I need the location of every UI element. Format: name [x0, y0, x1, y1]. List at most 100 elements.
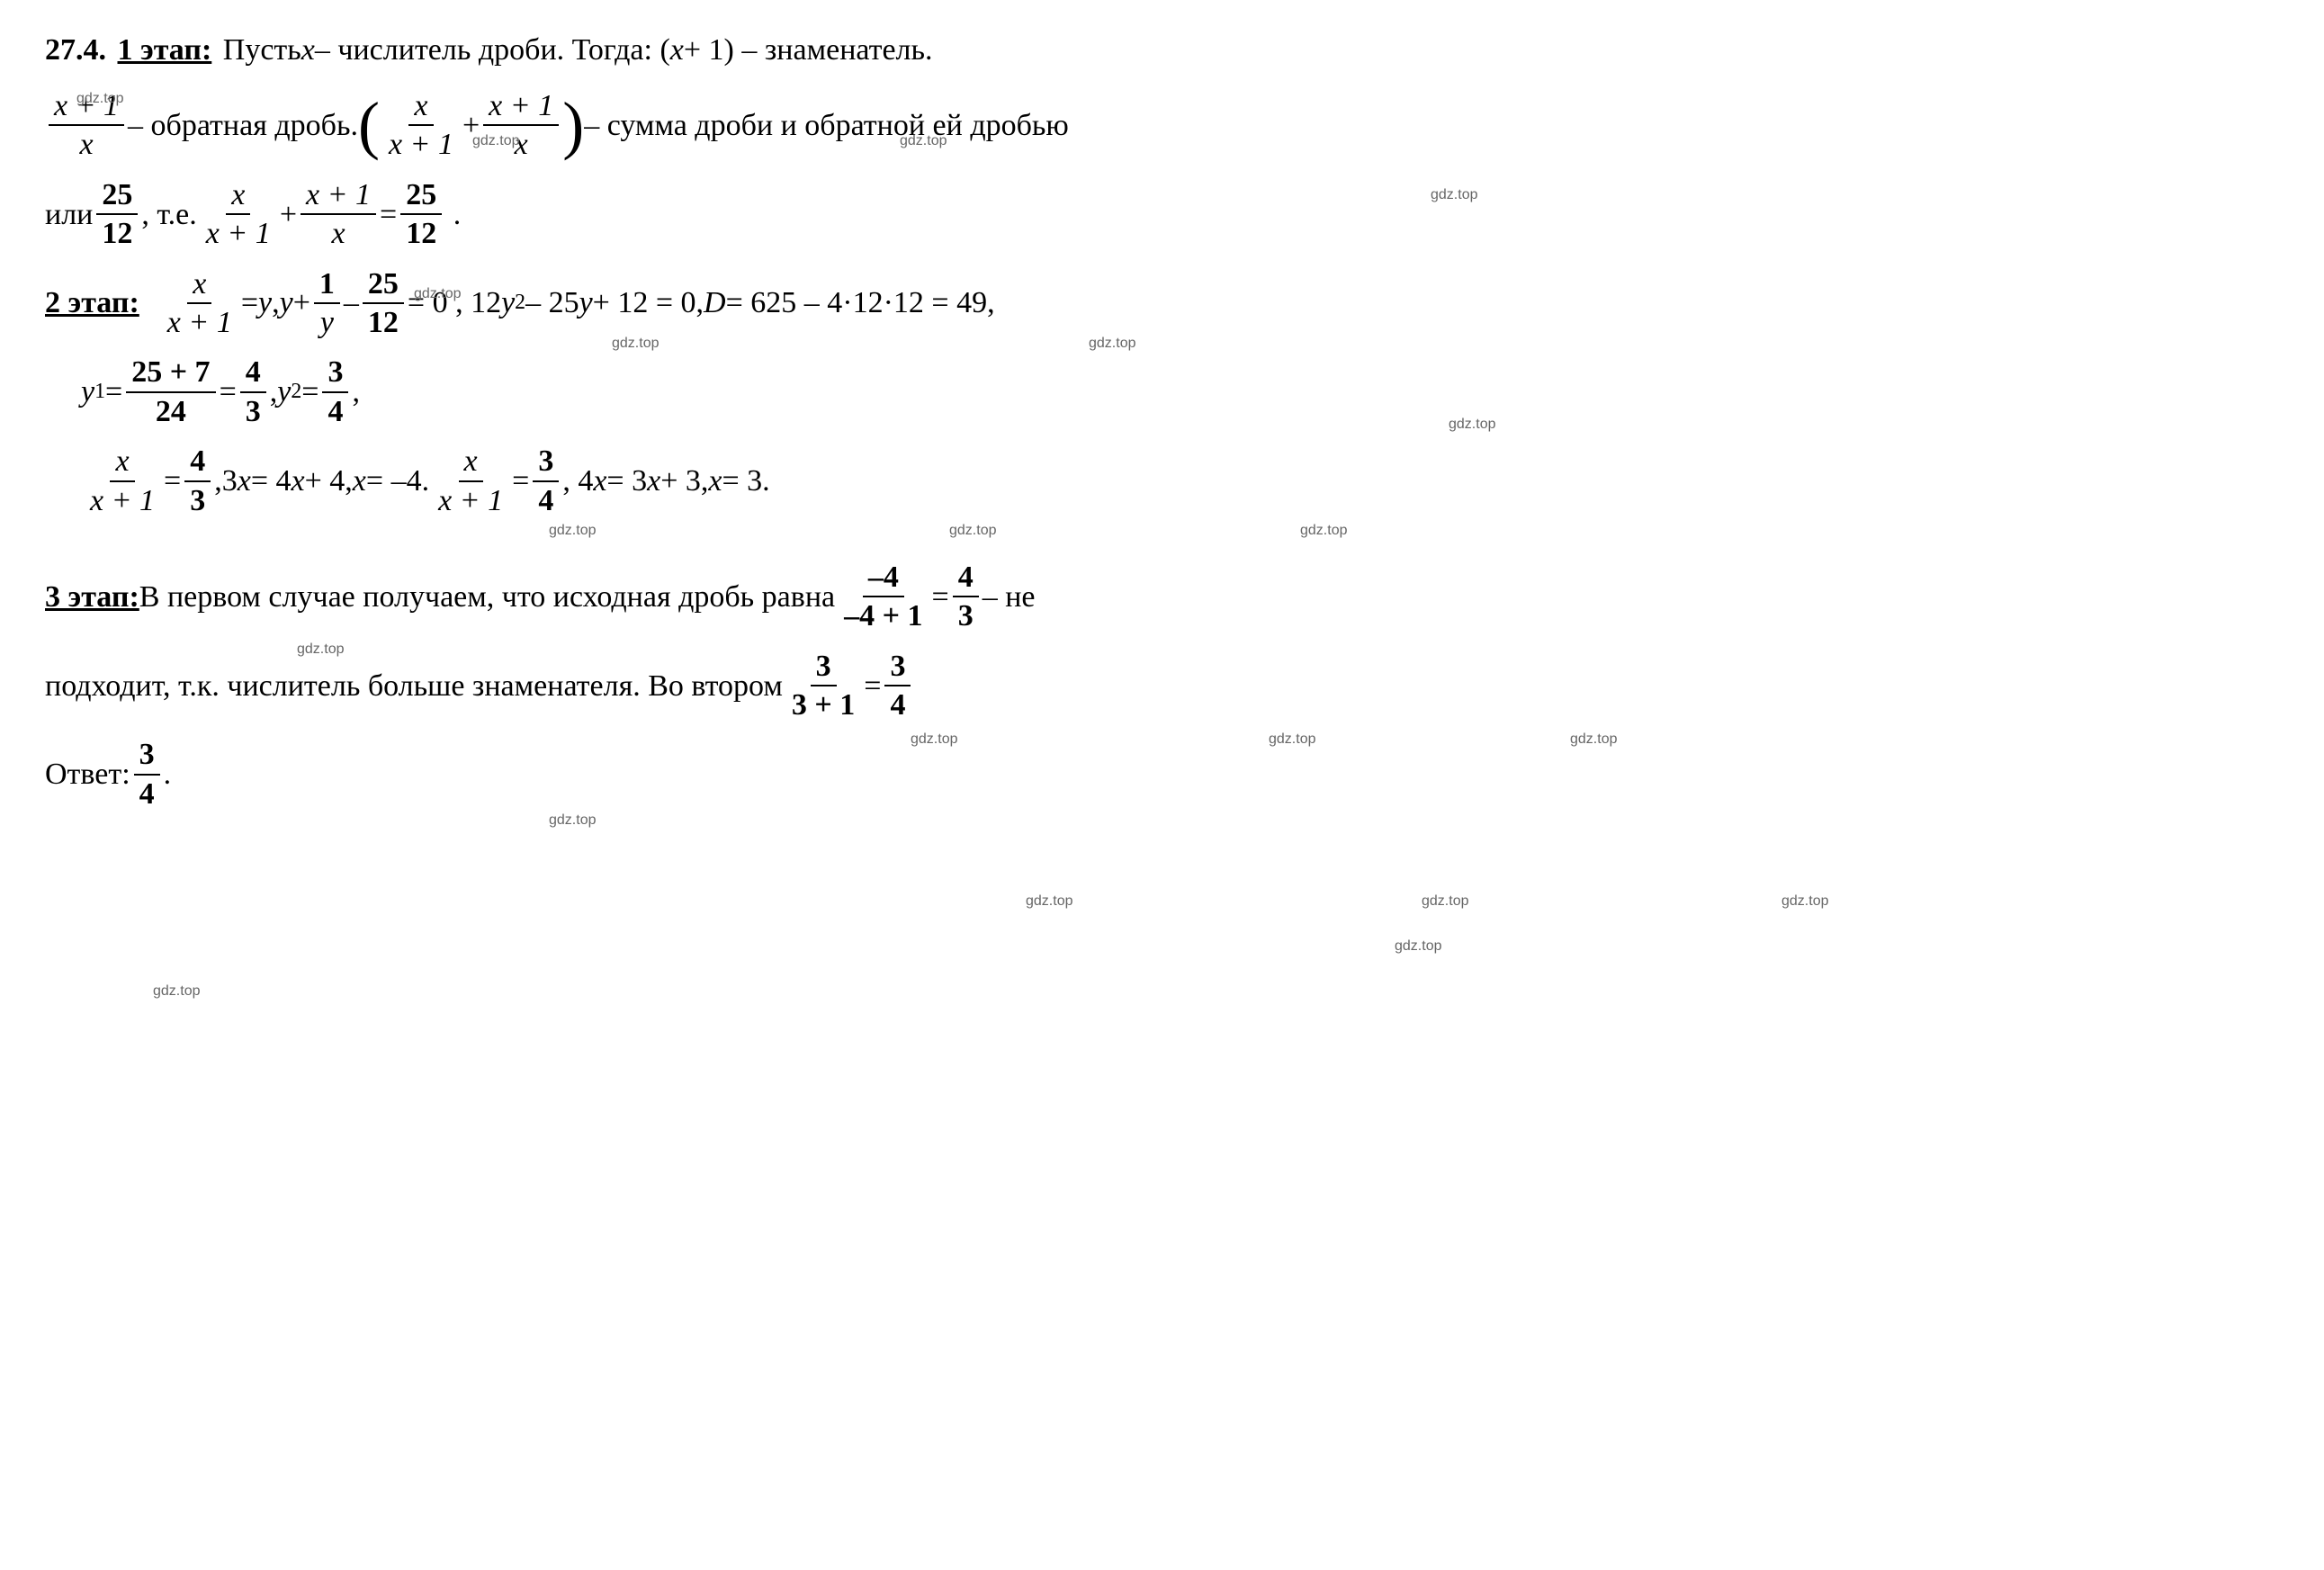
text: – обратная дробь. — [128, 103, 358, 148]
watermark-text: gdz.top — [1395, 936, 1441, 957]
line-8: подходит, т.к. числитель больше знаменат… — [45, 650, 2279, 722]
variable-y2: y — [277, 369, 291, 415]
denominator: 12 — [96, 215, 138, 250]
numerator: x + 1 — [301, 178, 376, 215]
denominator: 3 + 1 — [786, 686, 860, 722]
numerator: x — [187, 267, 211, 304]
equals: = — [512, 458, 529, 504]
numerator: 3 — [134, 738, 160, 775]
fraction: x x + 1 — [85, 444, 160, 517]
numerator: 3 — [811, 650, 837, 686]
denominator: x + 1 — [85, 482, 160, 517]
variable-y: y — [579, 280, 593, 326]
fraction: 3 3 + 1 — [786, 650, 860, 722]
fraction: x x + 1 — [162, 267, 238, 340]
line-6: x x + 1 = 4 3 ,3 x = 4 x + 4, x = –4. x … — [45, 444, 2279, 517]
fraction: 25 12 — [363, 267, 404, 340]
text: + 4, — [305, 458, 353, 504]
variable-x: x — [708, 458, 722, 504]
denominator: 3 — [953, 597, 979, 632]
line-1: 27.4. 1 этап: Пусть x – числитель дроби.… — [45, 27, 2279, 73]
answer-label: Ответ: — [45, 751, 130, 797]
line-3: или 25 12 , т.е. x x + 1 + x + 1 x = 25 … — [45, 178, 2279, 251]
line-5: y 1 = 25 + 7 24 = 4 3 , y 2 = 3 4 , — [45, 355, 2279, 428]
text: – 25 — [525, 280, 579, 326]
variable-y1: y — [81, 369, 94, 415]
fraction: 3 4 — [322, 355, 348, 428]
equals: = — [220, 369, 237, 415]
numerator: 3 — [884, 650, 911, 686]
variable-x: x — [670, 27, 684, 73]
variable-x: x — [301, 27, 315, 73]
watermark-text: gdz.top — [1422, 891, 1468, 912]
numerator: 4 — [953, 561, 979, 597]
equals: = — [105, 369, 122, 415]
denominator: x + 1 — [201, 215, 276, 250]
text: = 4 — [251, 458, 292, 504]
text: , 4 — [562, 458, 593, 504]
line-9: Ответ: 3 4 . — [45, 738, 2279, 811]
watermark-text: gdz.top — [549, 810, 596, 831]
fraction: x + 1 x — [301, 178, 376, 251]
denominator: 3 — [184, 482, 211, 517]
fraction: 4 3 — [953, 561, 979, 633]
denominator: 12 — [400, 215, 442, 250]
text: = 0 , 12 — [408, 280, 501, 326]
denominator: x + 1 — [383, 126, 459, 161]
text: = 625 – 4·12·12 = 49, — [726, 280, 995, 326]
variable-y: y — [258, 280, 272, 326]
watermark-text: gdz.top — [1026, 891, 1072, 912]
equals: = — [932, 574, 949, 620]
text: , т.е. — [141, 192, 196, 238]
subscript: 2 — [291, 376, 301, 408]
stage3-label: 3 этап: — [45, 574, 139, 620]
text: ,3 — [214, 458, 238, 504]
fraction: –4 –4 + 1 — [839, 561, 928, 633]
numerator: x — [459, 444, 483, 481]
text: В первом случае получаем, что исходная д… — [139, 574, 835, 620]
denominator: 4 — [134, 776, 160, 811]
text: – — [344, 280, 359, 326]
text: + 12 = 0, — [593, 280, 704, 326]
numerator: 25 — [363, 267, 404, 304]
variable-x: x — [353, 458, 366, 504]
variable-y: y — [280, 280, 293, 326]
watermark-text: gdz.top — [1781, 891, 1828, 912]
text: = 3. — [722, 458, 769, 504]
equals: = — [380, 192, 397, 238]
denominator: x + 1 — [162, 304, 238, 339]
text: . — [445, 192, 461, 238]
numerator: 1 — [314, 267, 340, 304]
numerator: 25 — [400, 178, 442, 215]
fraction: 3 4 — [533, 444, 559, 517]
equals: = — [241, 280, 258, 326]
fraction: x x + 1 — [383, 89, 459, 162]
line-4: 2 этап: x x + 1 = y , y + 1 y – 25 12 = … — [45, 267, 2279, 340]
problem-number: 27.4. — [45, 27, 106, 73]
denominator: 4 — [533, 482, 559, 517]
denominator: x + 1 — [433, 482, 508, 517]
text: , — [270, 369, 278, 415]
numerator: x — [110, 444, 134, 481]
fraction: 1 y — [314, 267, 340, 340]
text: . — [164, 751, 172, 797]
denominator: 3 — [240, 393, 266, 428]
paren-close: ) — [562, 103, 584, 148]
numerator: x — [226, 178, 250, 215]
watermark-text: gdz.top — [153, 981, 200, 1002]
text: + 3, — [660, 458, 708, 504]
denominator: y — [315, 304, 339, 339]
text: подходит, т.к. числитель больше знаменат… — [45, 663, 783, 709]
variable-x: x — [647, 458, 660, 504]
denominator: x — [509, 126, 534, 161]
text: + 1) – знаменатель. — [684, 27, 933, 73]
plus: + — [462, 103, 480, 148]
paren-open: ( — [358, 103, 380, 148]
superscript: 2 — [515, 287, 525, 319]
line-2: x + 1 x – обратная дробь. ( x x + 1 + x … — [45, 89, 2279, 162]
variable-x: x — [292, 458, 305, 504]
numerator: x — [408, 89, 433, 126]
variable-y: y — [501, 280, 515, 326]
fraction: 4 3 — [184, 444, 211, 517]
denominator: 4 — [322, 393, 348, 428]
